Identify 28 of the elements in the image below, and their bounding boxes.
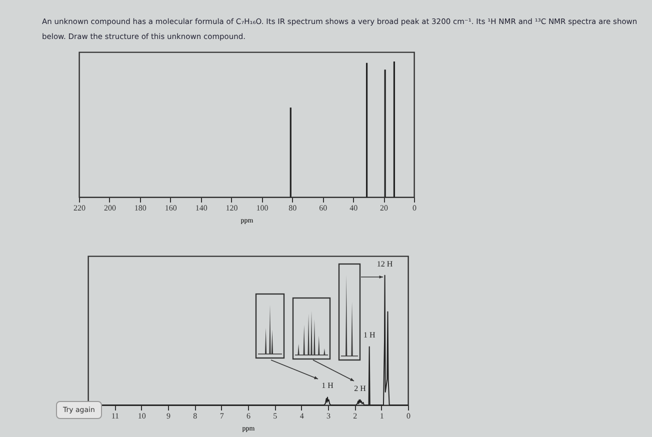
x-tick-label: 160 (164, 204, 177, 212)
annotation: 12 H (376, 259, 393, 268)
x-tick-label: 120 (226, 204, 238, 212)
x-tick-label: 3 (326, 412, 330, 420)
x-tick-label: 200 (104, 204, 116, 212)
x-tick-label: 2 (353, 412, 358, 420)
x-tick-label: 80 (288, 204, 297, 212)
x-tick-label: 40 (350, 204, 358, 212)
x-tick-label: 8 (193, 412, 198, 420)
annotation: 1 H (322, 381, 334, 390)
annotation: 1 H (363, 330, 376, 340)
x-tick-label: 6 (246, 412, 250, 420)
x-tick-label: 11 (111, 412, 120, 420)
x-tick-label: 140 (195, 204, 208, 212)
x-tick-label: 0 (406, 412, 410, 420)
x-tick-label: 0 (412, 204, 416, 212)
x-tick-label: 20 (380, 204, 388, 212)
x-tick-label: 5 (273, 412, 278, 420)
annotation: 2 H (354, 384, 366, 393)
x-tick-label: 100 (256, 204, 268, 212)
x-tick-label: 9 (166, 412, 170, 420)
x-tick-label: 10 (138, 412, 146, 420)
x-tick-label: 7 (220, 412, 224, 420)
x-tick-label: 60 (319, 204, 328, 212)
x-tick-label: 1 (380, 412, 384, 420)
x-tick-label: 4 (300, 412, 304, 420)
x-tick-label: 180 (134, 204, 146, 212)
x-tick-label: 220 (74, 204, 86, 212)
